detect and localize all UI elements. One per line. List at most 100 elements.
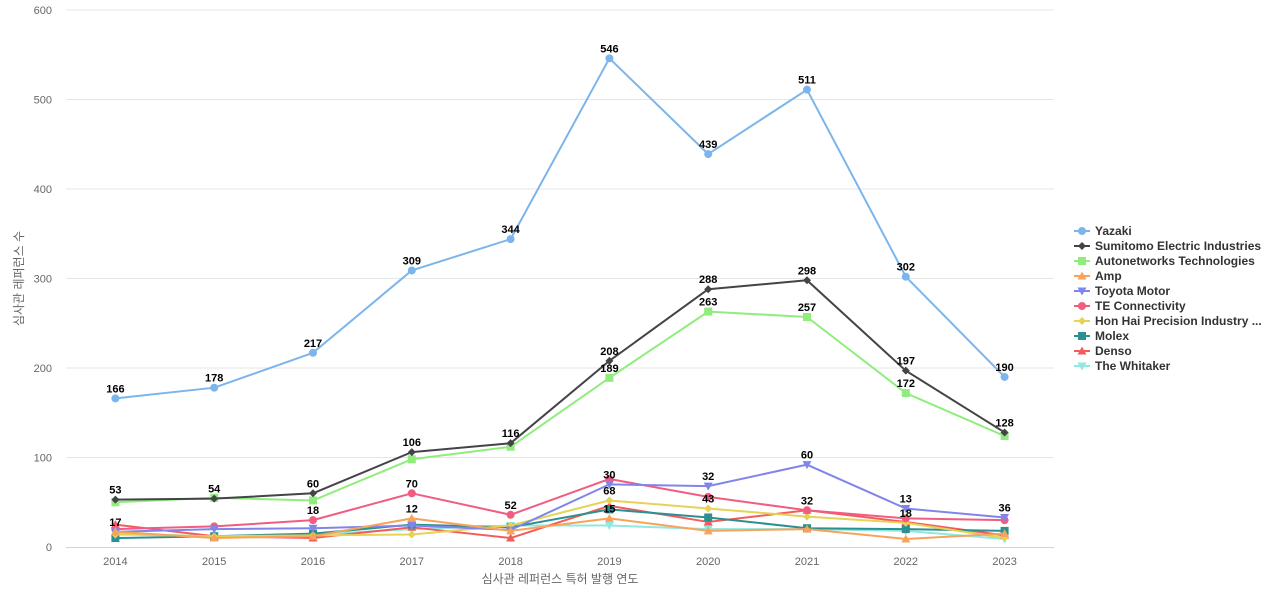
data-label: 511 (798, 75, 816, 87)
series-line (114, 477, 1006, 531)
x-tick-label: 2022 (894, 556, 918, 568)
data-label: 257 (798, 302, 816, 314)
data-label: 106 (403, 437, 421, 449)
y-axis-title: 심사관 레퍼런스 수 (12, 231, 26, 326)
legend-item[interactable]: Sumitomo Electric Industries (1074, 239, 1261, 253)
legend-item[interactable]: The Whitaker (1074, 359, 1171, 373)
legend-item[interactable]: Autonetworks Technologies (1074, 254, 1255, 268)
data-label: 302 (897, 262, 915, 274)
x-tick-label: 2017 (400, 556, 424, 568)
y-tick-label: 200 (34, 363, 52, 375)
data-point (901, 514, 910, 523)
legend-symbol (1078, 242, 1086, 250)
legend-item[interactable]: TE Connectivity (1074, 299, 1186, 313)
legend-item[interactable]: Toyota Motor (1074, 284, 1170, 298)
legend-item[interactable]: Molex (1074, 329, 1129, 343)
series-line (114, 310, 1006, 504)
data-label: 30 (603, 469, 615, 481)
data-label: 32 (702, 471, 714, 483)
data-label: 190 (995, 362, 1013, 374)
series-sumitomo-electric-industries (111, 276, 1009, 504)
data-point (704, 492, 713, 501)
x-tick-label: 2023 (992, 556, 1016, 568)
legend-label: Toyota Motor (1095, 284, 1170, 298)
data-labels: 166 178 217 309 344 546 439 511 302 190 53 54 60 106 1… (106, 43, 1014, 528)
data-point (605, 356, 614, 365)
data-label: 52 (504, 500, 516, 512)
series-line (114, 499, 1006, 540)
data-point (803, 312, 811, 321)
data-point (605, 496, 614, 505)
data-point (803, 276, 811, 285)
series-autonetworks-technologies (111, 307, 1009, 507)
legend-symbol (1078, 332, 1086, 340)
data-label: 178 (205, 373, 223, 385)
legend-item[interactable]: Yazaki (1074, 224, 1132, 238)
legend-label: Yazaki (1095, 224, 1132, 238)
data-point (803, 512, 811, 521)
data-point (407, 513, 417, 522)
data-label: 60 (801, 450, 813, 462)
data-point (901, 534, 911, 543)
data-point (605, 505, 614, 514)
legend-symbol (1077, 346, 1087, 355)
data-point (703, 482, 713, 491)
data-point (604, 522, 614, 531)
data-label: 12 (406, 503, 418, 515)
data-point (802, 461, 812, 470)
gridlines (66, 9, 1054, 458)
series-te-connectivity (111, 474, 1009, 534)
data-point (407, 455, 416, 464)
data-label: 344 (501, 224, 520, 236)
legend-label: Autonetworks Technologies (1095, 254, 1255, 268)
data-point (309, 496, 317, 505)
data-point (901, 525, 910, 534)
data-point (901, 272, 910, 281)
data-label: 263 (699, 297, 717, 309)
data-label: 208 (600, 346, 618, 358)
data-label: 68 (603, 485, 615, 497)
legend-label: The Whitaker (1095, 359, 1171, 373)
y-tick-label: 500 (34, 95, 52, 107)
series-line (114, 57, 1006, 400)
data-label: 172 (897, 378, 915, 390)
x-tick-label: 2021 (795, 556, 819, 568)
data-point (802, 524, 812, 533)
data-point (1000, 513, 1010, 522)
data-point (803, 85, 811, 94)
data-point (506, 235, 515, 244)
series-toyota-motor (110, 461, 1010, 537)
data-point (704, 285, 713, 294)
legend-item[interactable]: Denso (1074, 344, 1132, 358)
data-point (209, 525, 219, 534)
data-point (605, 373, 614, 382)
data-label: 70 (406, 478, 418, 490)
data-point (308, 531, 318, 540)
data-point (901, 505, 911, 514)
data-label: 32 (801, 495, 813, 507)
data-label: 13 (900, 494, 912, 506)
data-point (704, 504, 713, 513)
data-point (407, 266, 416, 275)
x-tick-label: 2020 (696, 556, 720, 568)
legend-label: Hon Hai Precision Industry ... (1095, 314, 1262, 328)
x-tick-label: 2015 (202, 556, 226, 568)
legend-symbol (1077, 362, 1087, 371)
data-point (901, 366, 910, 375)
data-label: 17 (109, 517, 121, 529)
data-point (506, 439, 515, 448)
y-tick-label: 0 (46, 542, 52, 554)
data-label: 288 (699, 274, 717, 286)
legend-symbol (1077, 271, 1087, 280)
legend-label: Amp (1095, 269, 1122, 283)
data-label: 15 (603, 503, 615, 515)
y-tick-label: 600 (34, 5, 52, 17)
data-label: 36 (998, 502, 1010, 514)
data-point (1000, 372, 1009, 381)
legend-item[interactable]: Amp (1074, 269, 1122, 283)
data-point (309, 516, 317, 525)
data-point (309, 489, 317, 498)
series-amp (110, 513, 1010, 543)
legend-item[interactable]: Hon Hai Precision Industry ... (1074, 314, 1262, 328)
